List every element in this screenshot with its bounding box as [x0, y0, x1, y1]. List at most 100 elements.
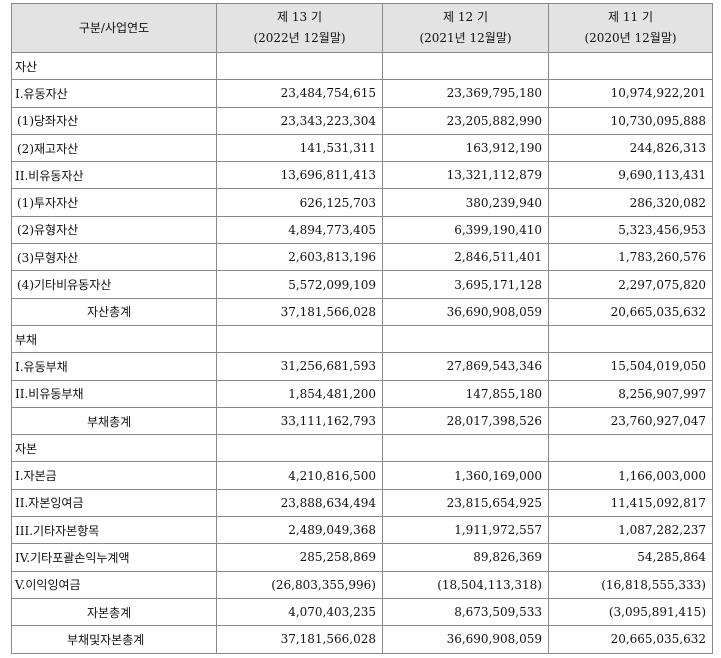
row-label: II.비유동부채 [11, 379, 217, 408]
table-row: 자본총계 4,070,403,235 8,673,509,533 (3,095,891… [11, 597, 713, 627]
value-cell: (26,803,355,996) [216, 570, 383, 599]
table-row: IV.기타포괄손익누계액 285,258,869 89,826,369 54,285,… [11, 543, 713, 572]
value-cell: (18,504,113,318) [382, 570, 549, 599]
table-body: 자산 I.유동자산 23,484,754,615 23,369,795,180 10,9… [11, 51, 713, 654]
row-label: (3)무형자산 [11, 243, 217, 272]
table-row: (2)유형자산 4,894,773,405 6,399,190,410 5,323,4… [11, 215, 713, 245]
value-cell: 3,695,171,128 [382, 270, 549, 299]
row-label: (2)재고자산 [11, 133, 217, 163]
table-header-row: 구분/사업연도 제 13 기 (2022년 12월말) 제 12 기 (2021… [11, 3, 713, 53]
value-cell: 2,489,049,368 [216, 516, 383, 545]
value-cell: 23,888,634,494 [216, 488, 383, 518]
row-label: II.비유동자산 [11, 161, 217, 190]
value-cell: 8,256,907,997 [548, 379, 713, 408]
row-label: IV.기타포괄손익누계액 [11, 543, 217, 572]
value-cell: 8,673,509,533 [382, 597, 549, 627]
value-cell: 1,166,003,000 [548, 461, 713, 490]
value-cell: 31,256,681,593 [216, 352, 383, 381]
table-row: (3)무형자산 2,603,813,196 2,846,511,401 1,783,2… [11, 243, 713, 272]
value-cell: 380,239,940 [382, 188, 549, 217]
table-row: (4)기타비유동자산 5,572,099,109 3,695,171,128 2,29… [11, 270, 713, 299]
row-label: 자본총계 [11, 597, 217, 627]
value-cell: 23,343,223,304 [216, 106, 383, 135]
period-date: (2022년 12월말) [253, 31, 346, 45]
period-term: 제 13 기 [277, 10, 322, 24]
value-cell: 1,911,972,557 [382, 516, 549, 545]
value-cell: 1,360,169,000 [382, 461, 549, 490]
row-label: V.이익잉여금 [11, 570, 217, 599]
value-cell: 37,181,566,028 [216, 625, 383, 654]
value-cell: 10,974,922,201 [548, 79, 713, 108]
value-cell: 27,869,543,346 [382, 352, 549, 381]
table-row: 자산 [11, 51, 713, 81]
value-cell: 2,297,075,820 [548, 270, 713, 299]
table-row: (2)재고자산 141,531,311 163,912,190 244,826,313 [11, 133, 713, 163]
row-label: (4)기타비유동자산 [11, 270, 217, 299]
header-label-cell: 구분/사업연도 [11, 3, 217, 53]
value-cell: 4,894,773,405 [216, 215, 383, 245]
value-cell [216, 324, 383, 354]
value-cell: (16,818,555,333) [548, 570, 713, 599]
value-cell: 23,760,927,047 [548, 406, 713, 436]
value-cell: 2,603,813,196 [216, 243, 383, 272]
value-cell: 147,855,180 [382, 379, 549, 408]
table-row: II.비유동자산 13,696,811,413 13,321,112,879 9,69… [11, 161, 713, 190]
row-label: 부채총계 [11, 406, 217, 436]
table-row: I.유동자산 23,484,754,615 23,369,795,180 10,974… [11, 79, 713, 108]
value-cell: 286,320,082 [548, 188, 713, 217]
table-row: (1)투자자산 626,125,703 380,239,940 286,320,082 [11, 188, 713, 217]
row-label: 자산총계 [11, 297, 217, 326]
value-cell: 36,690,908,059 [382, 297, 549, 326]
value-cell: 11,415,092,817 [548, 488, 713, 518]
value-cell: 9,690,113,431 [548, 161, 713, 190]
value-cell: 6,399,190,410 [382, 215, 549, 245]
value-cell: 1,854,481,200 [216, 379, 383, 408]
value-cell: 1,783,260,576 [548, 243, 713, 272]
value-cell: 13,696,811,413 [216, 161, 383, 190]
value-cell: 89,826,369 [382, 543, 549, 572]
value-cell: 1,087,282,237 [548, 516, 713, 545]
value-cell [548, 51, 713, 81]
value-cell: 626,125,703 [216, 188, 383, 217]
table-row: 부채총계 33,111,162,793 28,017,398,526 23,760,9… [11, 406, 713, 436]
value-cell: 23,484,754,615 [216, 79, 383, 108]
value-cell: 244,826,313 [548, 133, 713, 163]
table-row: III.기타자본항목 2,489,049,368 1,911,972,557 1,08… [11, 516, 713, 545]
row-label: III.기타자본항목 [11, 516, 217, 545]
row-label: (2)유형자산 [11, 215, 217, 245]
value-cell: 37,181,566,028 [216, 297, 383, 326]
row-label: (1)투자자산 [11, 188, 217, 217]
row-label: (1)당좌자산 [11, 106, 217, 135]
header-period-12: 제 12 기 (2021년 12월말) [382, 3, 549, 53]
header-period-13: 제 13 기 (2022년 12월말) [216, 3, 383, 53]
row-label: I.유동자산 [11, 79, 217, 108]
value-cell [382, 434, 549, 463]
value-cell: 163,912,190 [382, 133, 549, 163]
table-row: 자산총계 37,181,566,028 36,690,908,059 20,665,0… [11, 297, 713, 326]
value-cell: 54,285,864 [548, 543, 713, 572]
row-label: I.유동부채 [11, 352, 217, 381]
value-cell [382, 324, 549, 354]
table-row: I.자본금 4,210,816,500 1,360,169,000 1,166,003… [11, 461, 713, 490]
header-period-11: 제 11 기 (2020년 12월말) [548, 3, 713, 53]
period-term: 제 11 기 [608, 10, 653, 24]
table-row: V.이익잉여금 (26,803,355,996) (18,504,113,318)(… [11, 570, 713, 599]
period-term: 제 12 기 [443, 10, 488, 24]
value-cell: 13,321,112,879 [382, 161, 549, 190]
value-cell: 10,730,095,888 [548, 106, 713, 135]
table-row: II.자본잉여금 23,888,634,494 23,815,654,925 11,4… [11, 488, 713, 518]
financial-summary-table: 구분/사업연도 제 13 기 (2022년 12월말) 제 12 기 (2021… [11, 3, 713, 654]
value-cell: 33,111,162,793 [216, 406, 383, 436]
value-cell: 20,665,035,632 [548, 625, 713, 654]
value-cell: 4,070,403,235 [216, 597, 383, 627]
value-cell [548, 324, 713, 354]
value-cell: 20,665,035,632 [548, 297, 713, 326]
value-cell: 5,323,456,953 [548, 215, 713, 245]
table-row: 자본 [11, 434, 713, 463]
value-cell: 36,690,908,059 [382, 625, 549, 654]
period-date: (2020년 12월말) [584, 31, 677, 45]
value-cell: 285,258,869 [216, 543, 383, 572]
value-cell: 2,846,511,401 [382, 243, 549, 272]
value-cell: 5,572,099,109 [216, 270, 383, 299]
table-row: (1)당좌자산 23,343,223,304 23,205,882,990 10,73… [11, 106, 713, 135]
